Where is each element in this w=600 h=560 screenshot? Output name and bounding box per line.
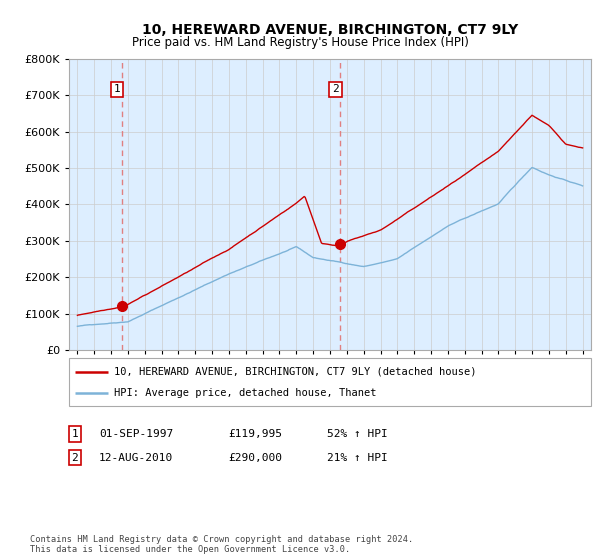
Text: 52% ↑ HPI: 52% ↑ HPI bbox=[327, 429, 388, 439]
Text: 01-SEP-1997: 01-SEP-1997 bbox=[99, 429, 173, 439]
Text: Price paid vs. HM Land Registry's House Price Index (HPI): Price paid vs. HM Land Registry's House … bbox=[131, 36, 469, 49]
Text: £290,000: £290,000 bbox=[228, 452, 282, 463]
Text: 1: 1 bbox=[71, 429, 79, 439]
Text: £119,995: £119,995 bbox=[228, 429, 282, 439]
Text: 12-AUG-2010: 12-AUG-2010 bbox=[99, 452, 173, 463]
Text: 2: 2 bbox=[71, 452, 79, 463]
Text: 10, HEREWARD AVENUE, BIRCHINGTON, CT7 9LY (detached house): 10, HEREWARD AVENUE, BIRCHINGTON, CT7 9L… bbox=[114, 367, 476, 377]
Text: 1: 1 bbox=[114, 85, 121, 95]
Title: 10, HEREWARD AVENUE, BIRCHINGTON, CT7 9LY: 10, HEREWARD AVENUE, BIRCHINGTON, CT7 9L… bbox=[142, 23, 518, 37]
Text: Contains HM Land Registry data © Crown copyright and database right 2024.
This d: Contains HM Land Registry data © Crown c… bbox=[30, 535, 413, 554]
Text: 21% ↑ HPI: 21% ↑ HPI bbox=[327, 452, 388, 463]
Text: HPI: Average price, detached house, Thanet: HPI: Average price, detached house, Than… bbox=[114, 388, 377, 398]
Text: 2: 2 bbox=[332, 85, 339, 95]
